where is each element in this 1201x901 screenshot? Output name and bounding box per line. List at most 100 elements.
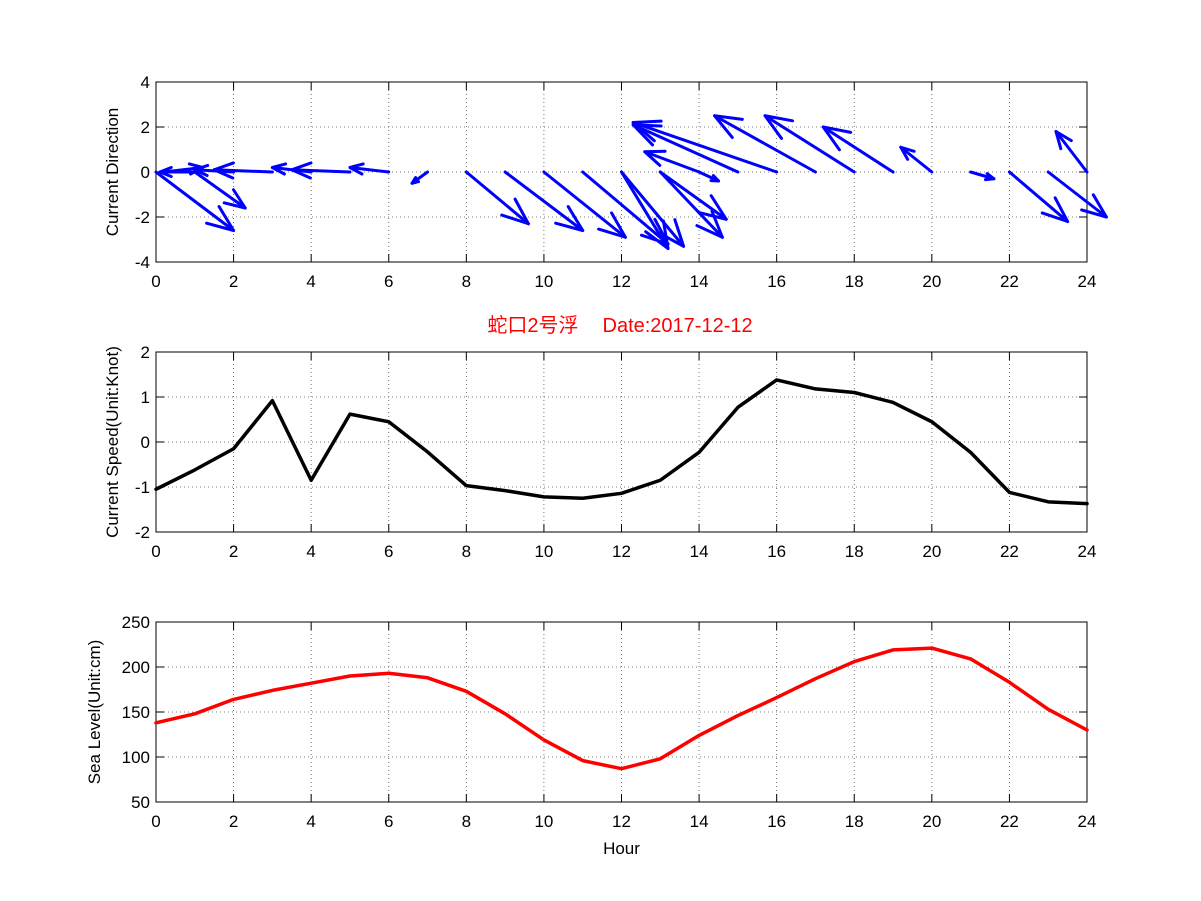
arrow-shaft xyxy=(290,168,352,174)
x-axis-label: Hour xyxy=(603,839,640,858)
x-tick-label: 12 xyxy=(612,812,631,831)
series-line xyxy=(154,646,1089,771)
x-tick-label: 2 xyxy=(229,542,238,561)
arrow-head xyxy=(644,219,670,250)
x-tick-label: 4 xyxy=(306,542,315,561)
arrow-head xyxy=(763,114,795,140)
arrow-shaft xyxy=(193,170,247,210)
current-arrow xyxy=(212,161,274,180)
y-tick-label: 250 xyxy=(122,613,150,632)
arrow-shaft xyxy=(658,170,724,239)
x-tick-label: 16 xyxy=(767,272,786,291)
current-arrow xyxy=(410,170,430,185)
arrow-shaft xyxy=(154,170,236,232)
x-tick-label: 22 xyxy=(1000,272,1019,291)
x-tick-label: 6 xyxy=(384,812,393,831)
arrow-head xyxy=(899,145,916,161)
arrow-head xyxy=(554,205,585,232)
x-tick-label: 14 xyxy=(690,812,709,831)
y-tick-label: 0 xyxy=(141,163,150,182)
x-tick-label: 24 xyxy=(1078,812,1097,831)
arrow-head xyxy=(1080,193,1108,219)
current-arrow xyxy=(969,170,996,182)
chart-title-date: Date:2017-12-12 xyxy=(603,315,753,337)
y-axis-label: Sea Level(Unit:cm) xyxy=(85,640,104,785)
arrow-shaft xyxy=(821,125,895,174)
y-tick-label: -2 xyxy=(135,208,150,227)
y-tick-label: -4 xyxy=(135,253,150,272)
x-tick-label: 10 xyxy=(534,542,553,561)
arrow-head xyxy=(695,209,724,239)
plot-area xyxy=(155,351,1088,533)
current-arrow xyxy=(631,123,740,174)
arrow-shaft xyxy=(542,170,627,239)
arrow-shaft xyxy=(581,170,670,246)
chart-title-station: 蛇口2号浮 xyxy=(487,314,578,337)
x-tick-label: 12 xyxy=(612,542,631,561)
arrow-shaft xyxy=(643,150,701,174)
arrow-head xyxy=(500,197,530,226)
current-arrow xyxy=(348,162,391,176)
arrow-head xyxy=(290,161,313,180)
current-arrow xyxy=(899,145,934,174)
arrow-shaft xyxy=(348,166,391,174)
x-tick-label: 2 xyxy=(229,272,238,291)
x-tick-label: 0 xyxy=(151,542,160,561)
y-tick-label: -2 xyxy=(135,523,150,542)
arrow-shaft xyxy=(713,114,817,174)
arrow-shaft xyxy=(620,170,686,248)
x-tick-label: 18 xyxy=(845,812,864,831)
arrow-shaft xyxy=(212,168,274,174)
current-arrow xyxy=(658,170,724,239)
y-tick-label: 150 xyxy=(122,703,150,722)
arrow-shaft xyxy=(658,170,728,221)
current-arrow xyxy=(658,170,728,221)
arrow-shaft xyxy=(620,170,670,250)
y-tick-label: 2 xyxy=(141,118,150,137)
current-arrow xyxy=(821,125,895,174)
arrow-head xyxy=(222,188,247,210)
arrow-head xyxy=(270,162,288,176)
x-tick-label: 14 xyxy=(690,542,709,561)
y-tick-label: 50 xyxy=(131,793,150,812)
current-arrow xyxy=(542,170,627,239)
x-tick-label: 6 xyxy=(384,272,393,291)
arrow-head xyxy=(158,165,173,179)
x-tick-label: 22 xyxy=(1000,542,1019,561)
current-arrow xyxy=(290,161,352,180)
arrow-shaft xyxy=(1054,130,1089,174)
y-tick-label: 4 xyxy=(141,73,150,92)
arrow-head xyxy=(821,125,853,152)
arrow-shaft xyxy=(464,170,530,226)
x-tick-label: 22 xyxy=(1000,812,1019,831)
x-tick-label: 6 xyxy=(384,542,393,561)
x-tick-label: 4 xyxy=(306,272,315,291)
arrow-shaft xyxy=(1007,170,1070,223)
arrow-head xyxy=(631,123,663,147)
x-tick-label: 14 xyxy=(690,272,709,291)
x-tick-label: 20 xyxy=(922,272,941,291)
x-tick-label: 8 xyxy=(462,812,471,831)
current-arrow xyxy=(763,114,856,174)
x-tick-label: 24 xyxy=(1078,272,1097,291)
x-tick-label: 24 xyxy=(1078,542,1097,561)
arrow-head xyxy=(205,205,236,232)
x-tick-label: 18 xyxy=(845,272,864,291)
arrow-head xyxy=(348,162,365,176)
y-tick-label: 0 xyxy=(141,433,150,452)
arrow-shaft xyxy=(1046,170,1108,219)
current-arrow xyxy=(464,170,530,226)
arrow-shaft xyxy=(631,123,740,174)
x-tick-label: 0 xyxy=(151,812,160,831)
y-tick-label: -1 xyxy=(135,478,150,497)
arrow-shaft xyxy=(763,114,856,174)
arrow-shaft xyxy=(899,145,934,174)
current-arrow xyxy=(620,170,686,248)
current-arrow xyxy=(158,165,197,179)
arrow-head xyxy=(1040,196,1070,223)
arrow-head xyxy=(643,149,667,167)
arrow-head xyxy=(1054,130,1073,151)
